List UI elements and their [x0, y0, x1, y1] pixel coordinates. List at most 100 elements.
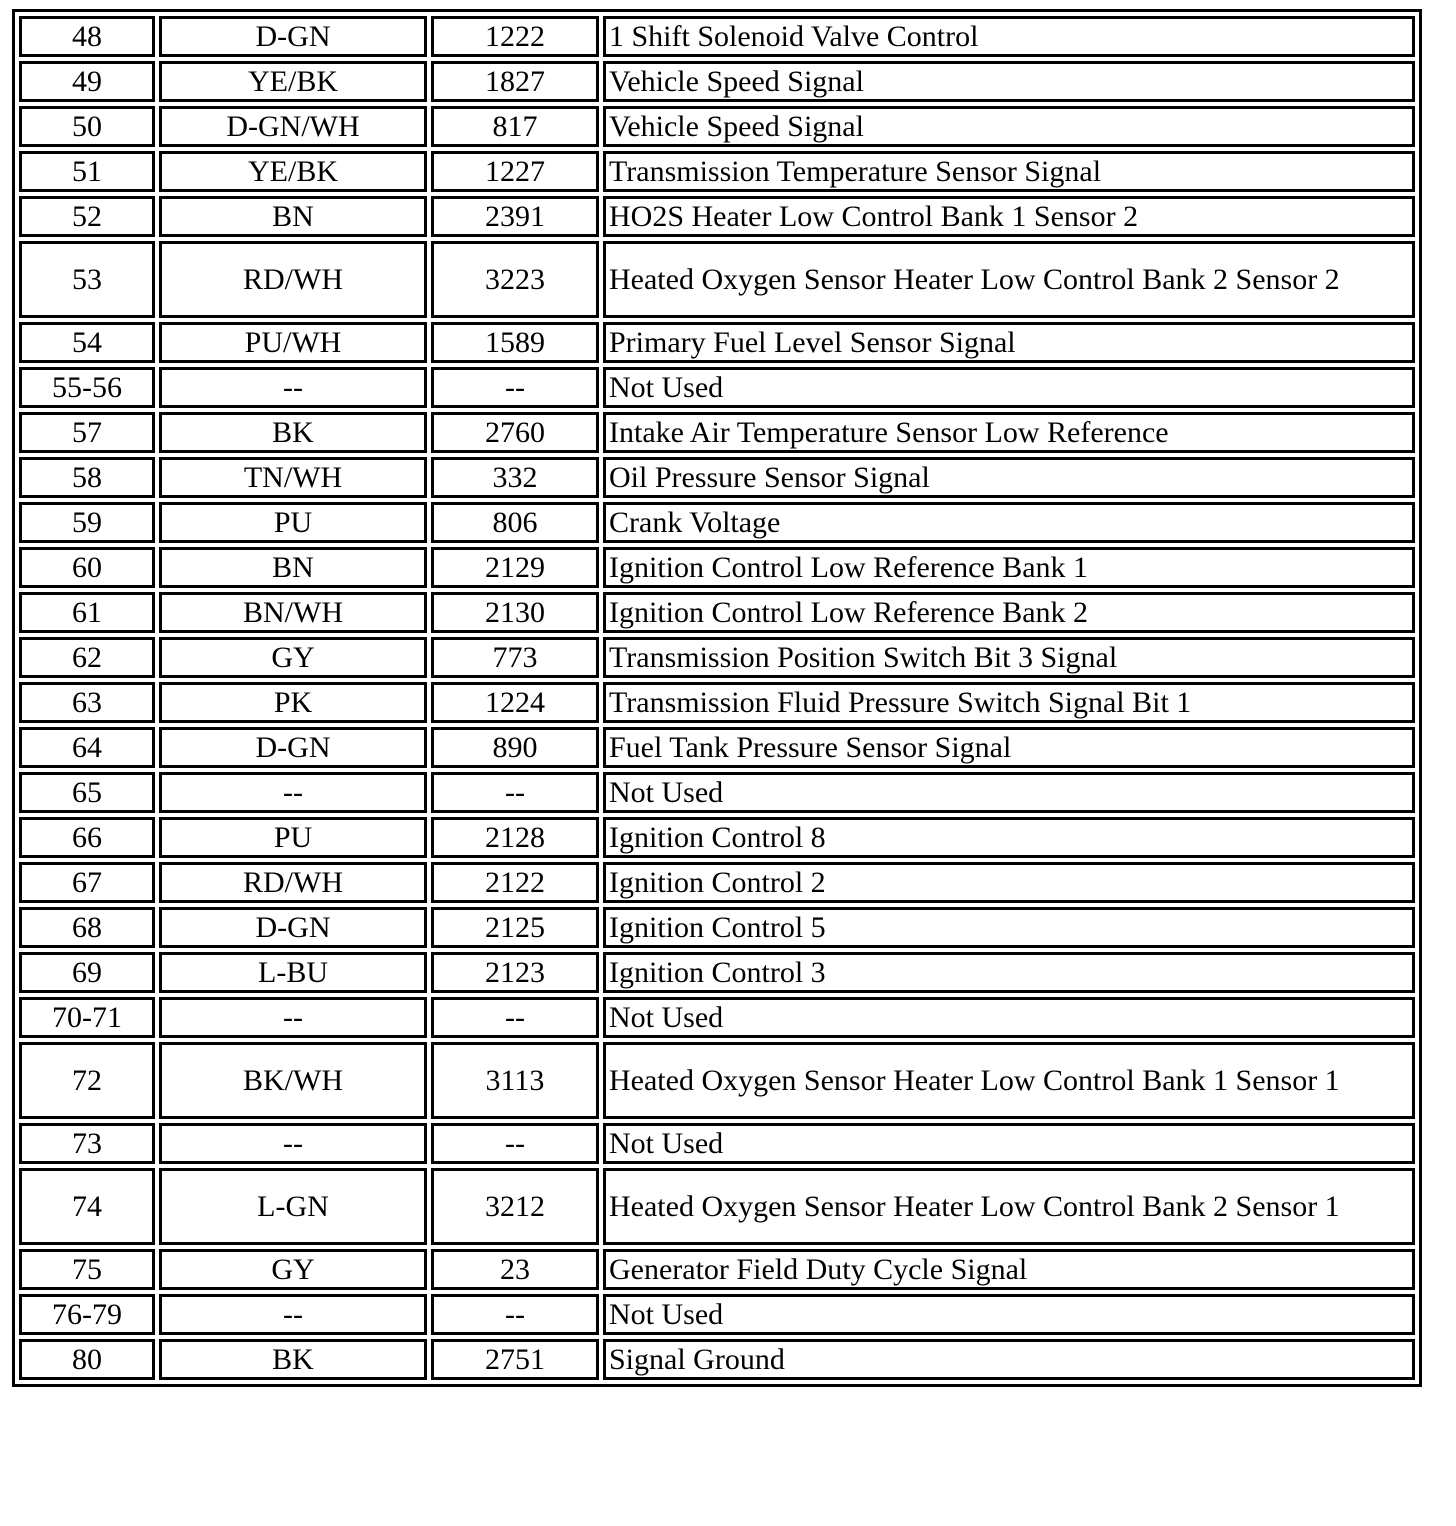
- circuit-number-cell: 1222: [431, 16, 599, 57]
- circuit-number-cell: 2125: [431, 907, 599, 948]
- table-row: 76-79 -- -- Not Used: [19, 1294, 1415, 1335]
- pin-cell: 60: [19, 547, 155, 588]
- pin-cell: 52: [19, 196, 155, 237]
- wire-color-cell: D-GN: [159, 727, 427, 768]
- circuit-number-cell: 773: [431, 637, 599, 678]
- pin-cell: 61: [19, 592, 155, 633]
- circuit-number-cell: 2130: [431, 592, 599, 633]
- wire-color-cell: --: [159, 367, 427, 408]
- function-cell: Ignition Control Low Reference Bank 1: [603, 547, 1415, 588]
- circuit-number-cell: 1589: [431, 322, 599, 363]
- circuit-number-cell: 2129: [431, 547, 599, 588]
- table-row: 65 -- -- Not Used: [19, 772, 1415, 813]
- function-cell: Ignition Control 5: [603, 907, 1415, 948]
- table-row: 58 TN/WH 332 Oil Pressure Sensor Signal: [19, 457, 1415, 498]
- function-cell: Intake Air Temperature Sensor Low Refere…: [603, 412, 1415, 453]
- table-row: 48 D-GN 1222 1 Shift Solenoid Valve Control: [19, 16, 1415, 57]
- table-row: 74 L-GN 3212 Heated Oxygen Sensor Heater Lo…: [19, 1168, 1415, 1245]
- table-row: 51 YE/BK 1227 Transmission Temperature Sens…: [19, 151, 1415, 192]
- wire-color-cell: TN/WH: [159, 457, 427, 498]
- table-row: 62 GY 773 Transmission Position Switch Bit …: [19, 637, 1415, 678]
- circuit-number-cell: --: [431, 367, 599, 408]
- circuit-number-cell: 23: [431, 1249, 599, 1290]
- wire-color-cell: YE/BK: [159, 151, 427, 192]
- circuit-number-cell: 2123: [431, 952, 599, 993]
- table-row: 57 BK 2760 Intake Air Temperature Sensor Lo…: [19, 412, 1415, 453]
- circuit-number-cell: --: [431, 1294, 599, 1335]
- pin-cell: 76-79: [19, 1294, 155, 1335]
- table-row: 55-56 -- -- Not Used: [19, 367, 1415, 408]
- function-cell: Heated Oxygen Sensor Heater Low Control …: [603, 1168, 1415, 1245]
- circuit-number-cell: 3212: [431, 1168, 599, 1245]
- wire-color-cell: --: [159, 1123, 427, 1164]
- pin-cell: 72: [19, 1042, 155, 1119]
- pin-cell: 66: [19, 817, 155, 858]
- function-cell: Transmission Temperature Sensor Signal: [603, 151, 1415, 192]
- table-row: 61 BN/WH 2130 Ignition Control Low Referenc…: [19, 592, 1415, 633]
- table-row: 70-71 -- -- Not Used: [19, 997, 1415, 1038]
- table-row: 63 PK 1224 Transmission Fluid Pressure Swit…: [19, 682, 1415, 723]
- pin-cell: 67: [19, 862, 155, 903]
- function-cell: Not Used: [603, 1123, 1415, 1164]
- function-cell: Heated Oxygen Sensor Heater Low Control …: [603, 1042, 1415, 1119]
- wire-color-cell: L-BU: [159, 952, 427, 993]
- function-cell: Not Used: [603, 997, 1415, 1038]
- circuit-number-cell: 3113: [431, 1042, 599, 1119]
- pin-cell: 53: [19, 241, 155, 318]
- function-cell: HO2S Heater Low Control Bank 1 Sensor 2: [603, 196, 1415, 237]
- pin-cell: 48: [19, 16, 155, 57]
- wire-color-cell: D-GN: [159, 16, 427, 57]
- connector-pinout-table: 48 D-GN 1222 1 Shift Solenoid Valve Control…: [15, 12, 1419, 1384]
- wire-color-cell: L-GN: [159, 1168, 427, 1245]
- wire-color-cell: PU/WH: [159, 322, 427, 363]
- pin-cell: 70-71: [19, 997, 155, 1038]
- function-cell: Primary Fuel Level Sensor Signal: [603, 322, 1415, 363]
- table-row: 60 BN 2129 Ignition Control Low Reference B…: [19, 547, 1415, 588]
- wire-color-cell: BK/WH: [159, 1042, 427, 1119]
- pin-cell: 57: [19, 412, 155, 453]
- function-cell: Not Used: [603, 367, 1415, 408]
- table-row: 50 D-GN/WH 817 Vehicle Speed Signal: [19, 106, 1415, 147]
- table-row: 54 PU/WH 1589 Primary Fuel Level Sensor Sig…: [19, 322, 1415, 363]
- circuit-number-cell: 1224: [431, 682, 599, 723]
- table-body: 48 D-GN 1222 1 Shift Solenoid Valve Control…: [19, 16, 1415, 1380]
- wire-color-cell: --: [159, 997, 427, 1038]
- wire-color-cell: BN: [159, 196, 427, 237]
- table-row: 73 -- -- Not Used: [19, 1123, 1415, 1164]
- function-cell: Transmission Fluid Pressure Switch Signa…: [603, 682, 1415, 723]
- wire-color-cell: D-GN: [159, 907, 427, 948]
- wire-color-cell: BK: [159, 1339, 427, 1380]
- circuit-number-cell: 806: [431, 502, 599, 543]
- pin-cell: 80: [19, 1339, 155, 1380]
- function-cell: Ignition Control Low Reference Bank 2: [603, 592, 1415, 633]
- wire-color-cell: YE/BK: [159, 61, 427, 102]
- function-cell: Vehicle Speed Signal: [603, 61, 1415, 102]
- pin-cell: 68: [19, 907, 155, 948]
- pin-cell: 75: [19, 1249, 155, 1290]
- wire-color-cell: BN: [159, 547, 427, 588]
- wire-color-cell: PK: [159, 682, 427, 723]
- wire-color-cell: GY: [159, 1249, 427, 1290]
- pin-cell: 73: [19, 1123, 155, 1164]
- table-row: 75 GY 23 Generator Field Duty Cycle Signal: [19, 1249, 1415, 1290]
- pin-cell: 63: [19, 682, 155, 723]
- pin-cell: 62: [19, 637, 155, 678]
- table-row: 80 BK 2751 Signal Ground: [19, 1339, 1415, 1380]
- wire-color-cell: BK: [159, 412, 427, 453]
- circuit-number-cell: --: [431, 997, 599, 1038]
- wire-color-cell: RD/WH: [159, 241, 427, 318]
- circuit-number-cell: 332: [431, 457, 599, 498]
- pin-cell: 59: [19, 502, 155, 543]
- wire-color-cell: PU: [159, 502, 427, 543]
- pin-cell: 58: [19, 457, 155, 498]
- wire-color-cell: BN/WH: [159, 592, 427, 633]
- pin-cell: 64: [19, 727, 155, 768]
- function-cell: Ignition Control 8: [603, 817, 1415, 858]
- wire-color-cell: --: [159, 772, 427, 813]
- circuit-number-cell: 2391: [431, 196, 599, 237]
- wire-color-cell: RD/WH: [159, 862, 427, 903]
- pin-cell: 51: [19, 151, 155, 192]
- wire-color-cell: PU: [159, 817, 427, 858]
- wire-color-cell: D-GN/WH: [159, 106, 427, 147]
- circuit-number-cell: 1227: [431, 151, 599, 192]
